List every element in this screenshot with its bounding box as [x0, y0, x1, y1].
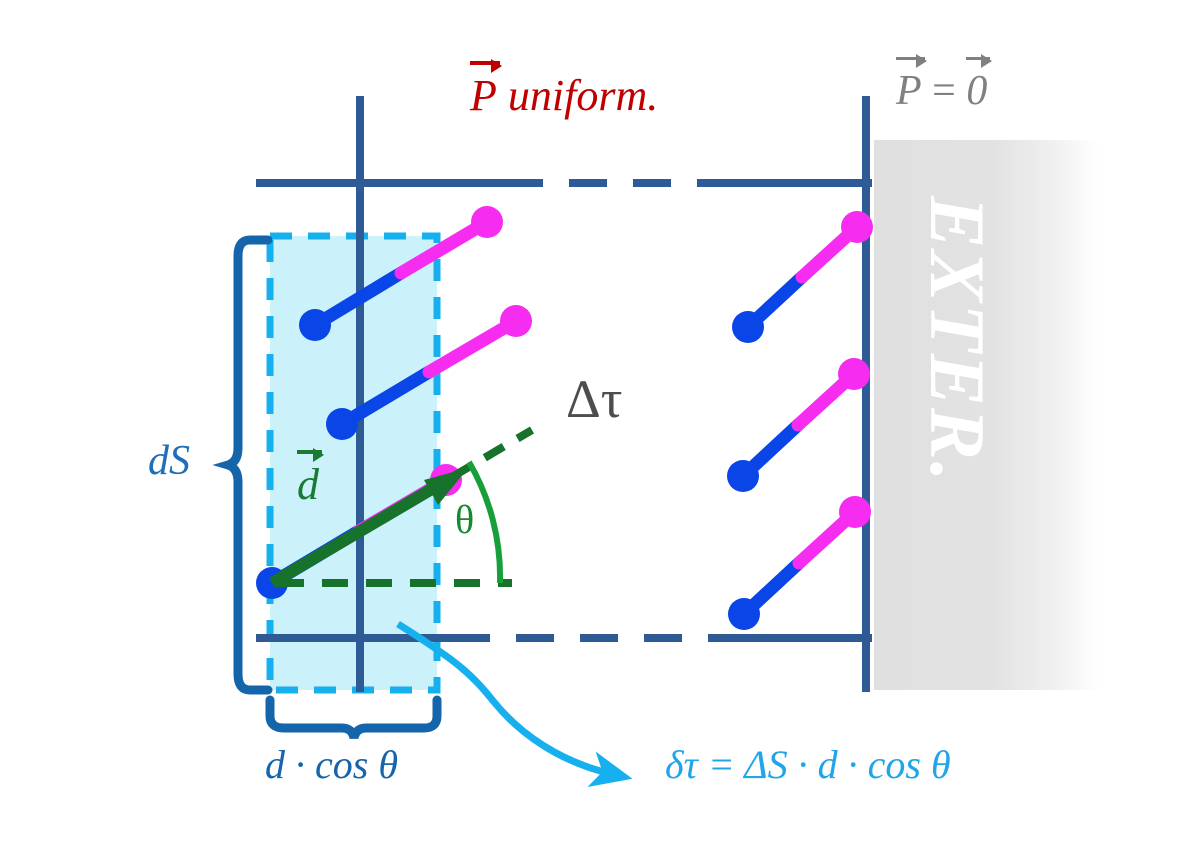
label-dS: dS — [148, 438, 190, 484]
angle-arc — [466, 460, 504, 584]
p-symbol-text-right: P — [896, 68, 922, 114]
vector-arrow-overbar-icon — [966, 54, 993, 69]
label-theta: θ — [455, 497, 475, 542]
label-exterior: EXTER. — [914, 196, 1001, 484]
label-d-cos-theta: d · cos θ — [265, 742, 398, 787]
leader-arrow — [396, 621, 633, 788]
p-symbol-text: P — [470, 71, 497, 120]
dipole-left-1 — [299, 206, 503, 341]
vector-arrow-overbar-icon — [470, 58, 502, 73]
d-symbol-text: d — [297, 460, 319, 509]
d-vector-arrow — [268, 468, 468, 589]
ds-slab-fill — [270, 236, 437, 690]
zero-symbol-text: 0 — [966, 68, 988, 114]
label-delta-tau-equation: δτ = ΔS · d · cos θ — [665, 742, 951, 787]
p-vector-symbol-right: P — [896, 54, 927, 114]
exterior-band — [874, 140, 1100, 690]
p-vector-symbol: P — [470, 58, 502, 120]
label-p-uniform: P uniform. — [470, 58, 659, 120]
label-d-vector: d — [297, 447, 324, 509]
ds-slab-dashed-outline — [266, 232, 441, 694]
label-p-equals-zero: P = 0 — [896, 54, 993, 114]
dipole-right-2 — [727, 358, 870, 492]
d-vector-symbol: d — [297, 447, 324, 509]
vector-arrow-overbar-icon — [896, 54, 927, 69]
ds-brace — [212, 235, 273, 695]
dipole-left-2 — [326, 305, 532, 440]
uniform-text: uniform. — [496, 71, 659, 120]
label-delta-tau: Δτ — [566, 369, 623, 429]
zero-vector-symbol: 0 — [966, 54, 993, 114]
equals-sign: = — [921, 68, 967, 114]
dipole-right-3 — [728, 496, 871, 630]
dcos-brace — [265, 695, 442, 740]
dipole-right-1 — [732, 211, 873, 343]
vector-arrow-overbar-icon — [297, 447, 324, 462]
